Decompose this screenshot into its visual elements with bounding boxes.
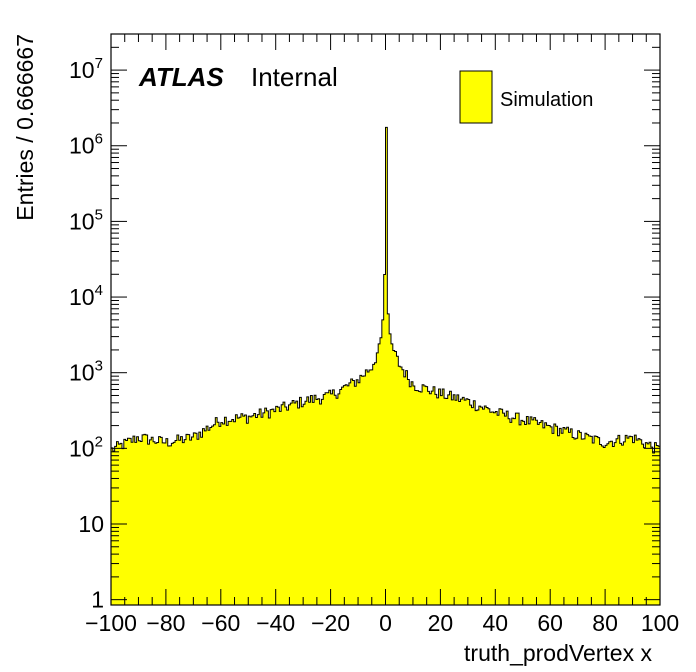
x-tick-label: −100 <box>85 610 137 636</box>
legend: Simulation <box>459 70 593 124</box>
x-tick-label: 20 <box>428 610 454 636</box>
legend-label-simulation: Simulation <box>500 89 593 111</box>
y-axis-label: Entries / 0.666667 <box>12 34 38 221</box>
x-tick-label: −20 <box>311 610 350 636</box>
atlas-label: ATLAS <box>138 62 224 92</box>
y-tick-label: 1 <box>91 587 104 613</box>
legend-swatch-simulation <box>459 70 493 124</box>
x-tick-label: 100 <box>641 610 679 636</box>
y-tick-label: 10 <box>78 511 104 537</box>
x-axis-label: truth_prodVertex x <box>464 640 652 666</box>
x-tick-label: −60 <box>201 610 240 636</box>
axis-ticks <box>110 33 661 605</box>
histogram-outline <box>111 126 660 454</box>
x-tick-label: 60 <box>537 610 563 636</box>
x-tick-label: 40 <box>483 610 509 636</box>
x-tick-label: −40 <box>256 610 295 636</box>
x-tick-label: 80 <box>592 610 618 636</box>
x-tick-label: 0 <box>379 610 392 636</box>
histogram-fill <box>111 127 660 605</box>
internal-label: Internal <box>251 62 338 92</box>
histogram-series-simulation <box>111 126 660 605</box>
x-tick-label: −80 <box>146 610 185 636</box>
